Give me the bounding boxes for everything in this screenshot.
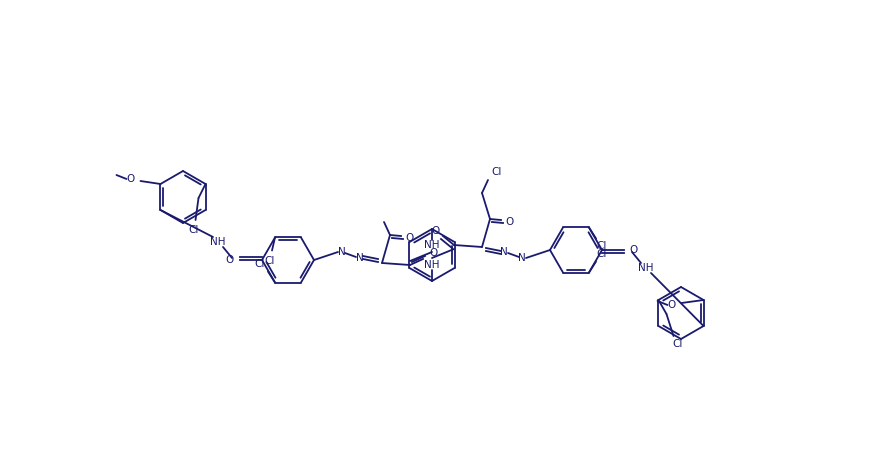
Text: Cl: Cl: [597, 248, 607, 258]
Text: Cl: Cl: [673, 339, 682, 349]
Text: O: O: [505, 217, 513, 227]
Text: O: O: [629, 245, 637, 255]
Text: O: O: [667, 300, 675, 310]
Text: NH: NH: [424, 240, 439, 250]
Text: Cl: Cl: [265, 257, 275, 267]
Text: O: O: [126, 174, 134, 184]
Text: NH: NH: [210, 237, 225, 247]
Text: Cl: Cl: [255, 258, 265, 268]
Text: N: N: [339, 247, 346, 257]
Text: NH: NH: [638, 263, 653, 273]
Text: N: N: [500, 247, 508, 257]
Text: Cl: Cl: [597, 241, 607, 251]
Text: O: O: [406, 233, 414, 243]
Text: Cl: Cl: [492, 167, 503, 177]
Text: O: O: [226, 255, 234, 265]
Text: NH: NH: [424, 260, 439, 270]
Text: N: N: [518, 253, 526, 263]
Text: N: N: [356, 253, 364, 263]
Text: O: O: [431, 226, 439, 236]
Text: O: O: [429, 248, 437, 258]
Text: Cl: Cl: [189, 225, 199, 235]
